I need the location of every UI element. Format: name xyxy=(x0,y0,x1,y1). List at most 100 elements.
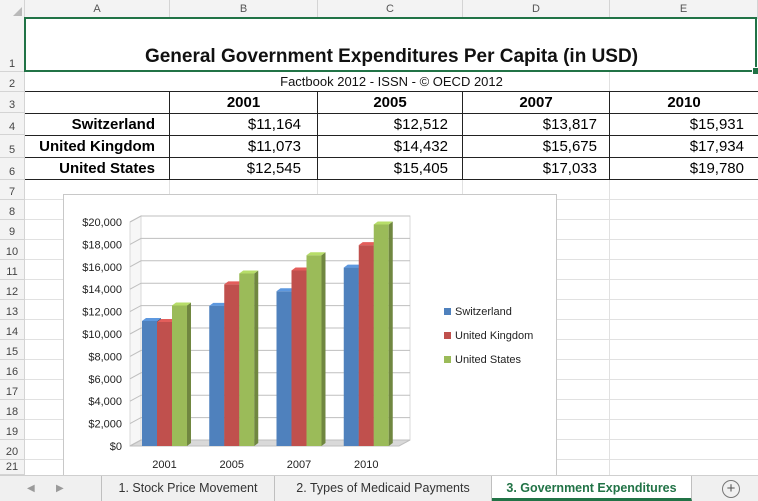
y-tick-label: $16,000 xyxy=(82,262,122,274)
tab-government-expenditures[interactable]: 3. Government Expenditures xyxy=(492,476,692,501)
year-header-2005[interactable]: 2005 xyxy=(318,92,463,114)
value-cell[interactable]: $15,405 xyxy=(318,158,463,180)
bar-top xyxy=(142,317,161,321)
y-tick-label: $8,000 xyxy=(88,351,122,363)
row-header-4[interactable]: 4 xyxy=(0,113,25,135)
year-header-2010[interactable]: 2010 xyxy=(610,92,758,114)
value-cell[interactable]: $11,164 xyxy=(170,114,318,136)
legend-label: United States xyxy=(455,354,522,366)
legend-label: United Kingdom xyxy=(455,330,533,342)
source-note[interactable]: Factbook 2012 - ISSN - © OECD 2012 xyxy=(25,72,758,92)
chart-gridline xyxy=(129,237,410,245)
row-header-17[interactable]: 17 xyxy=(0,380,25,400)
value-cell[interactable]: $19,780 xyxy=(610,158,758,180)
plus-circle-icon[interactable]: + xyxy=(722,480,740,498)
column-header-a[interactable]: A xyxy=(25,0,170,18)
value-cell[interactable]: $11,073 xyxy=(170,136,318,158)
row-header-8[interactable]: 8 xyxy=(0,200,25,220)
row-header-1[interactable]: 1 xyxy=(0,18,25,72)
tab-types-of-medicaid-payments[interactable]: 2. Types of Medicaid Payments xyxy=(275,476,492,501)
bar-top xyxy=(358,242,378,246)
table-corner-cell[interactable] xyxy=(25,92,170,114)
legend-swatch xyxy=(444,332,451,339)
legend-label: Switzerland xyxy=(455,306,512,318)
row-header-21[interactable]: 21 xyxy=(0,460,25,475)
row-header-11[interactable]: 11 xyxy=(0,260,25,280)
legend-swatch xyxy=(444,356,451,363)
value-cell[interactable]: $14,432 xyxy=(318,136,463,158)
y-tick-label: $20,000 xyxy=(82,217,122,229)
value-cell[interactable]: $17,033 xyxy=(463,158,610,180)
bar-front-united-kingdom xyxy=(358,245,374,446)
y-tick-label: $6,000 xyxy=(88,374,122,386)
value-cell[interactable]: $12,512 xyxy=(318,114,463,136)
prev-sheet-icon[interactable]: ◀ xyxy=(27,483,35,494)
row-header-7[interactable]: 7 xyxy=(0,180,25,200)
value-cell[interactable]: $12,545 xyxy=(170,158,318,180)
bar-top xyxy=(209,302,229,306)
row-header-15[interactable]: 15 xyxy=(0,340,25,360)
bar-top xyxy=(343,264,363,268)
value-cell[interactable]: $13,817 xyxy=(463,114,610,136)
row-header-12[interactable]: 12 xyxy=(0,280,25,300)
value-cell[interactable]: $15,931 xyxy=(610,114,758,136)
country-label-united-kingdom[interactable]: United Kingdom xyxy=(25,136,170,158)
y-tick-label: $0 xyxy=(110,441,122,453)
bar-top xyxy=(291,267,311,271)
row-header-5[interactable]: 5 xyxy=(0,135,25,158)
bar-side xyxy=(254,270,259,446)
year-header-2007[interactable]: 2007 xyxy=(463,92,610,114)
expenditure-chart[interactable]: $0 $2,000 $4,000 $6,000 $8,000 $10,000 $12,000… xyxy=(63,194,557,486)
y-tick-label: $14,000 xyxy=(82,284,122,296)
y-tick-label: $12,000 xyxy=(82,307,122,319)
bar-side xyxy=(321,252,326,446)
row-header-19[interactable]: 19 xyxy=(0,420,25,440)
bar-top xyxy=(373,221,393,225)
bar-front-switzerland xyxy=(276,291,292,446)
select-all-corner[interactable] xyxy=(0,0,25,18)
x-tick-label: 2005 xyxy=(220,459,244,471)
row-header-14[interactable]: 14 xyxy=(0,320,25,340)
row-header-2[interactable]: 2 xyxy=(0,72,25,92)
bar-top xyxy=(306,252,326,256)
gridline xyxy=(609,72,610,475)
tab-stock-price-movement[interactable]: 1. Stock Price Movement xyxy=(101,476,275,501)
bar-side xyxy=(388,221,393,446)
row-header-9[interactable]: 9 xyxy=(0,220,25,240)
x-tick-label: 2007 xyxy=(287,459,311,471)
column-header-d[interactable]: D xyxy=(463,0,610,18)
row-header-13[interactable]: 13 xyxy=(0,300,25,320)
bar-front-switzerland xyxy=(209,305,225,446)
row-header-10[interactable]: 10 xyxy=(0,240,25,260)
value-cell[interactable]: $15,675 xyxy=(463,136,610,158)
chart-gridline xyxy=(129,215,410,223)
column-header-b[interactable]: B xyxy=(170,0,318,18)
value-cell[interactable]: $17,934 xyxy=(610,136,758,158)
fill-handle[interactable] xyxy=(752,67,758,75)
x-tick-label: 2010 xyxy=(354,459,378,471)
bar-side xyxy=(187,302,191,446)
x-tick-label: 2001 xyxy=(152,459,176,471)
column-header-e[interactable]: E xyxy=(610,0,758,18)
row-header-16[interactable]: 16 xyxy=(0,360,25,380)
bar-front-united-states xyxy=(239,273,255,446)
bar-front-switzerland xyxy=(142,320,157,446)
sheet-title[interactable]: General Government Expenditures Per Capi… xyxy=(144,46,639,67)
row-header-3[interactable]: 3 xyxy=(0,92,25,113)
bar-front-switzerland xyxy=(343,267,359,446)
bar-front-united-kingdom xyxy=(224,284,240,446)
bar-top xyxy=(239,270,259,274)
country-label-switzerland[interactable]: Switzerland xyxy=(25,114,170,136)
bar-front-united-states xyxy=(172,305,187,446)
bar-front-united-states xyxy=(306,255,322,446)
row-header-6[interactable]: 6 xyxy=(0,158,25,180)
country-label-united-states[interactable]: United States xyxy=(25,158,170,180)
column-header-c[interactable]: C xyxy=(318,0,463,18)
legend-swatch xyxy=(444,308,451,315)
row-header-18[interactable]: 18 xyxy=(0,400,25,420)
row-header-20[interactable]: 20 xyxy=(0,440,25,460)
year-header-2001[interactable]: 2001 xyxy=(170,92,318,114)
next-sheet-icon[interactable]: ▶ xyxy=(56,483,64,494)
y-tick-label: $10,000 xyxy=(82,329,122,341)
chart-canvas: $0 $2,000 $4,000 $6,000 $8,000 $10,000 $12,000… xyxy=(82,215,533,471)
